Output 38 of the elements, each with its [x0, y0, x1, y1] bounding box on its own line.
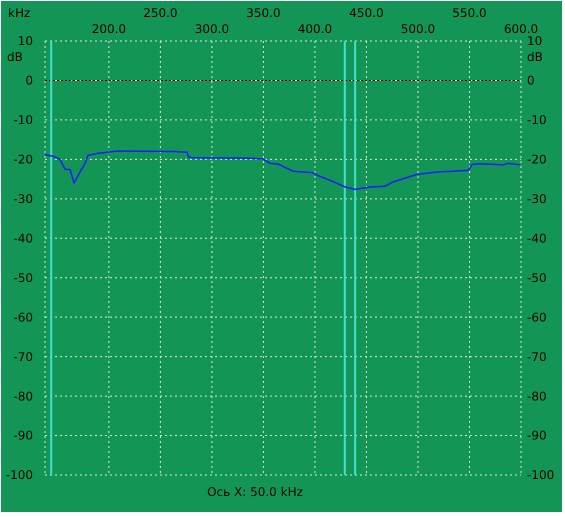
y-tick-label: 10	[18, 34, 33, 48]
y2-tick-label: 0	[527, 74, 535, 88]
y2-axis-title: dB	[527, 50, 543, 64]
y2-tick-label: -10	[527, 113, 547, 128]
y-tick-label: -90	[13, 428, 33, 443]
x-axis-title: kHz	[8, 6, 30, 20]
line-series	[44, 150, 521, 190]
y2-tick-label: -70	[527, 350, 547, 364]
y2-tick-label: -20	[527, 152, 547, 167]
x-tick-label: 200.0	[92, 22, 126, 36]
y2-tick-label: -60	[527, 310, 547, 324]
y-axis-title: dB	[7, 50, 23, 64]
x2-tick-label: 550.0	[452, 6, 487, 20]
y2-tick-label: -40	[527, 231, 547, 246]
x-tick-label: 500.0	[400, 22, 436, 36]
y2-tick-label: -80	[527, 389, 547, 404]
y2-tick-label: -100	[527, 468, 554, 482]
x-tick-label: 600.0	[504, 22, 538, 36]
y-tick-label: -40	[13, 231, 33, 246]
y2-tick-label: -30	[527, 192, 547, 206]
y-tick-label: -80	[13, 389, 33, 404]
y-tick-label: -70	[13, 350, 33, 364]
x2-tick-label: 350.0	[246, 6, 281, 20]
y-tick-label: -10	[13, 113, 33, 128]
y2-tick-label: -50	[527, 270, 547, 285]
y-tick-label: 0	[25, 74, 33, 88]
y-tick-label: -50	[13, 270, 33, 285]
y-tick-label: -100	[6, 468, 33, 482]
x-tick-label: 300.0	[194, 22, 230, 36]
x2-tick-label: 250.0	[143, 6, 178, 20]
x2-tick-label: 450.0	[349, 6, 384, 20]
x-tick-label: 400.0	[298, 22, 332, 36]
y-tick-label: -20	[13, 152, 33, 167]
y-tick-label: -30	[13, 192, 33, 206]
y2-tick-label: 10	[527, 34, 542, 48]
text: Ось X: 50.0 kHz	[207, 485, 303, 499]
y2-tick-label: -90	[527, 428, 547, 443]
y-tick-label: -60	[13, 310, 33, 324]
